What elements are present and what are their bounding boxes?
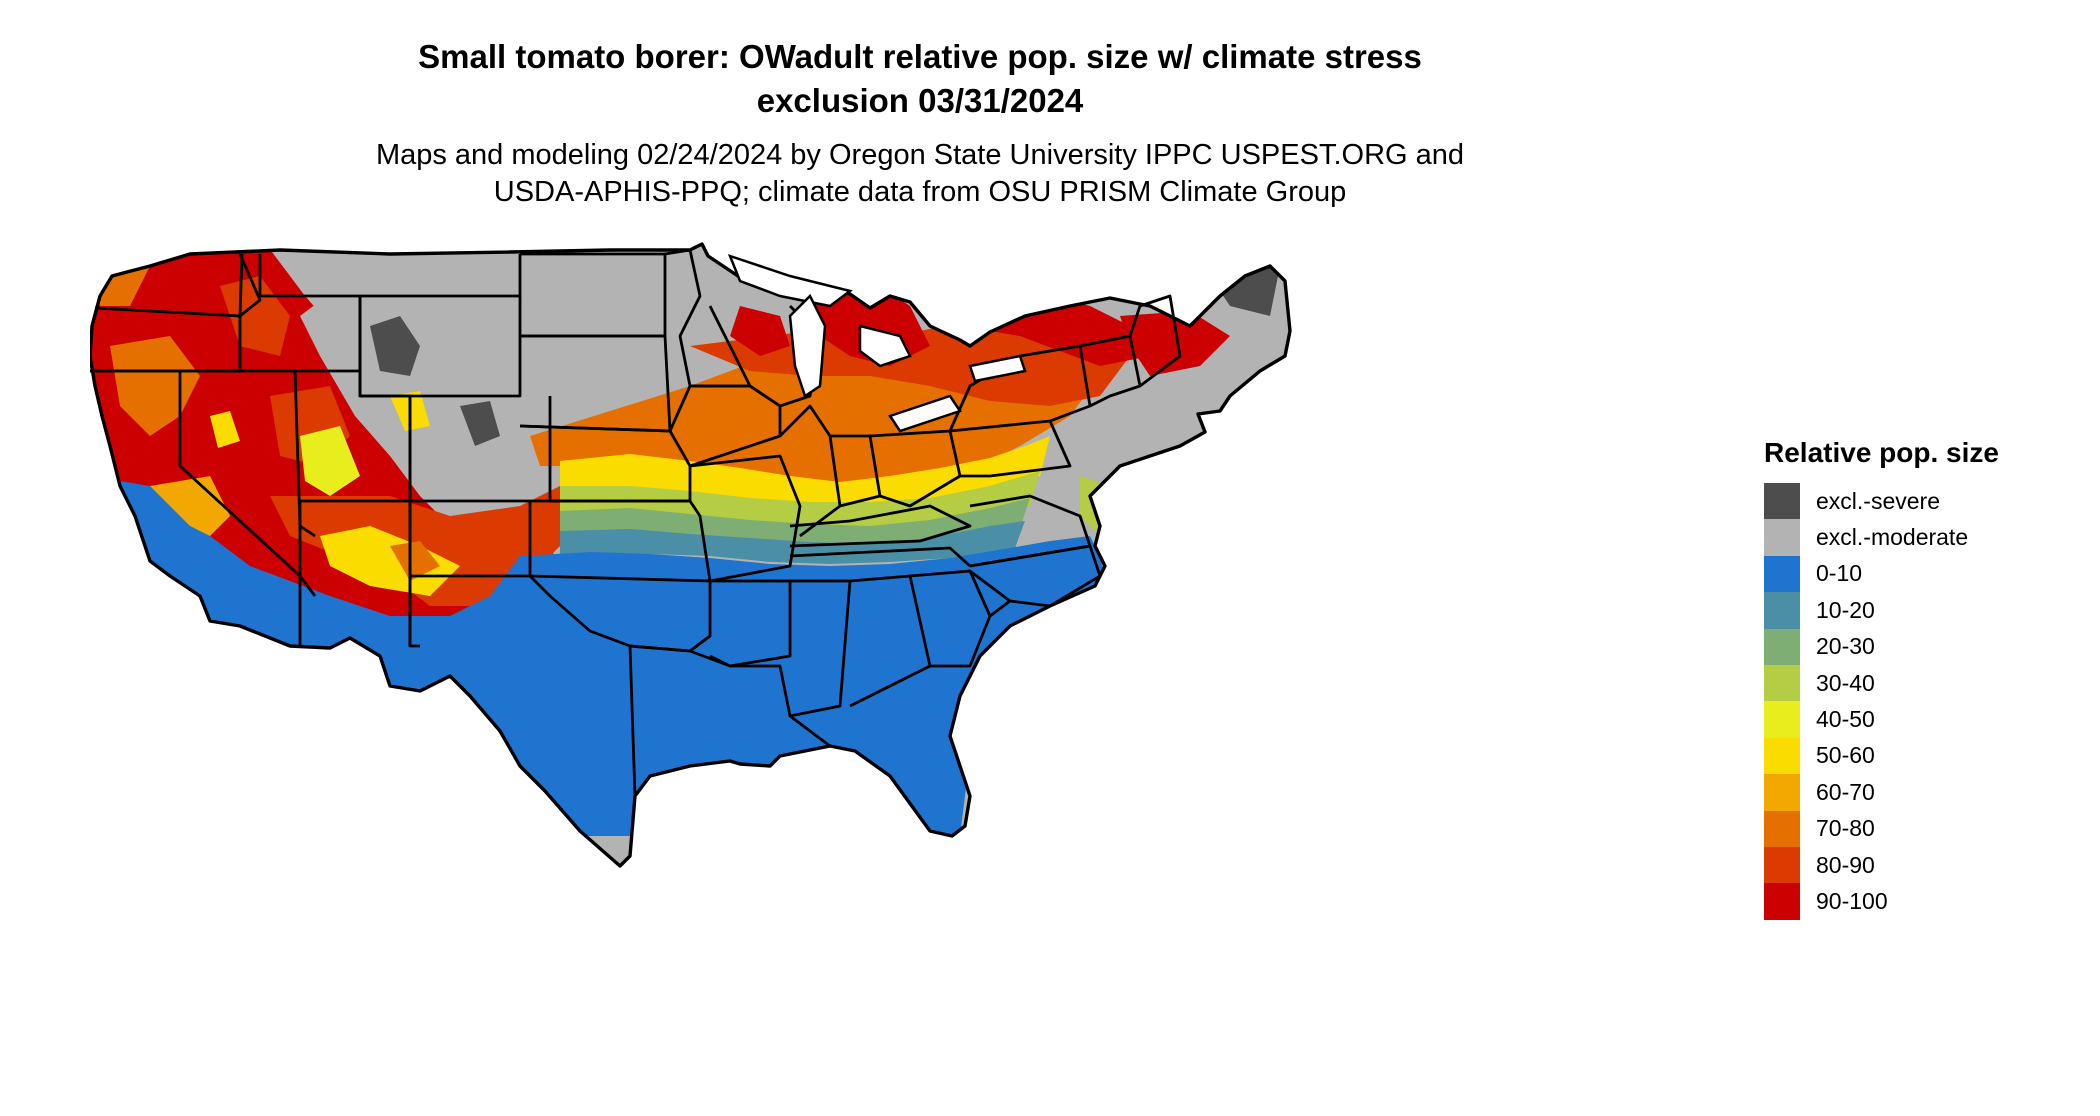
lake-huron [858,324,912,368]
border-indiana [830,434,882,508]
legend-item-60-70: 60-70 [1764,774,2084,811]
lake-erie [888,394,962,433]
legend-swatch [1764,883,1800,920]
legend-label: 90-100 [1816,887,1888,914]
legend-item-excl-severe: excl.-severe [1764,483,2084,520]
legend-item-excl-moderate: excl.-moderate [1764,519,2084,556]
legend-item-0-10: 0-10 [1764,555,2084,593]
border-new-york [948,344,1092,432]
zone-excl-severe [370,316,420,376]
border-california [90,369,317,597]
border-kansas [550,499,712,582]
border-tennessee [789,546,971,568]
border-south-carolina [969,569,1012,618]
lake-ontario [968,354,1027,383]
legend-item-50-60: 50-60 [1764,737,2084,775]
map-subtitle-line-1: Maps and modeling 02/24/2024 by Oregon S… [375,139,1465,171]
border-louisiana [730,664,831,748]
map-fill [90,244,1290,866]
lake-michigan [788,293,827,398]
border-nevada [180,369,316,538]
map-title-line-2: exclusion 03/31/2024 [756,82,1084,119]
border-north-carolina [969,544,1102,608]
legend-swatch [1764,628,1800,665]
legend-item-10-20: 10-20 [1764,592,2084,629]
zone-coast-70-80 [110,336,200,436]
border-alabama [849,574,932,708]
legend-swatch [1764,519,1800,556]
legend-swatch [1764,592,1800,629]
great-lakes [727,253,1027,433]
legend-item-30-40: 30-40 [1764,664,2084,702]
legend-label: 30-40 [1816,669,1875,696]
legend-label: 10-20 [1816,596,1875,623]
legend-item-90-100: 90-100 [1764,883,2084,920]
state-borders [90,242,1292,868]
border-wyoming [358,296,522,398]
legend-swatch [1764,483,1800,520]
legend-swatch [1764,846,1800,884]
us-map [90,242,1292,868]
legend-item-80-90: 80-90 [1764,846,2084,884]
border-vermont-nh [1128,294,1182,388]
legend-swatch [1764,810,1800,847]
zone-south-0-10 [130,516,1110,836]
legend-label: excl.-moderate [1816,524,1969,551]
legend-swatch [1764,664,1800,702]
legend-label: excl.-severe [1816,487,1940,514]
lake-superior [727,253,853,308]
us-outline [90,242,1292,868]
border-missouri [689,454,802,583]
legend-swatch [1764,774,1800,811]
legend-label: 70-80 [1816,815,1875,842]
border-kentucky [789,504,972,548]
border-pennsylvania [949,419,1072,478]
border-idaho-west [238,253,262,371]
legend-label: 80-90 [1816,851,1875,878]
legend-label: 40-50 [1816,706,1875,733]
legend-item-70-80: 70-80 [1764,810,2084,847]
zone-transition-50-60 [560,436,1050,508]
legend-label: 0-10 [1816,560,1863,587]
legend-item-20-30: 20-30 [1764,628,2084,665]
legend-label: 50-60 [1816,742,1875,769]
map-subtitle-line-2: USDA-APHIS-PPQ; climate data from OSU PR… [493,176,1347,208]
border-mississippi [789,579,852,718]
legend-swatch [1764,737,1800,775]
border-colorado [408,396,552,503]
legend-label: 60-70 [1816,778,1875,805]
legend-swatch [1764,555,1800,593]
legend-label: 20-30 [1816,633,1875,660]
legend-swatch [1764,701,1800,738]
legend-title: Relative pop. size [1764,437,1999,468]
border-texas [628,634,731,797]
legend: Relative pop. size excl.-severe excl.-mo… [1764,433,2084,920]
map-title-line-1: Small tomato borer: OWadult relative pop… [418,38,1422,75]
legend-item-40-50: 40-50 [1764,701,2084,738]
